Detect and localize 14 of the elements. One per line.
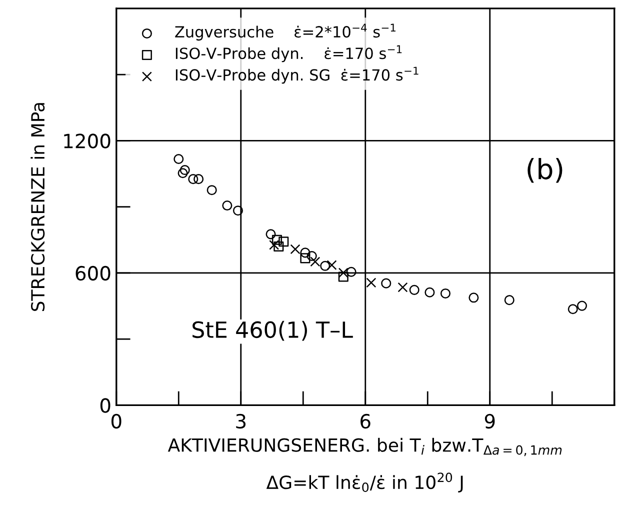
legend-label: Zugversuche ε̇=2*10$^{−4}$ s$^{−1}$ bbox=[175, 24, 396, 41]
x-tick-label: 3 bbox=[236, 414, 246, 429]
x-tick-label: 6 bbox=[360, 414, 370, 429]
y-tick-label: 600 bbox=[76, 266, 110, 281]
y-tick-label: 0 bbox=[100, 398, 110, 413]
x-tick-label: 0 bbox=[111, 414, 122, 429]
annotation: StE 460(1) T–L bbox=[192, 320, 353, 341]
y-axis-title: STRECKGRENZE in MPa bbox=[30, 103, 45, 312]
legend-label: ISO-V-Probe dyn. SG ε̇=170 s$^{−1}$ bbox=[176, 66, 418, 84]
x-tick-label: 9 bbox=[484, 414, 495, 429]
y-tick-label: 1200 bbox=[64, 134, 110, 148]
text: AKTIVIERUNGSENERG. bei T$_{i}$ bzw.T$_{Δa=0,1mm}$ ΔG=kT lnε̇$_{0}$/ε̇ in 10$^{20}$ J bbox=[168, 438, 562, 492]
legend-label: ISO-V-Probe dyn. ε̇=170 s$^{−1}$ bbox=[176, 45, 402, 62]
annotation: (b) bbox=[528, 158, 562, 183]
